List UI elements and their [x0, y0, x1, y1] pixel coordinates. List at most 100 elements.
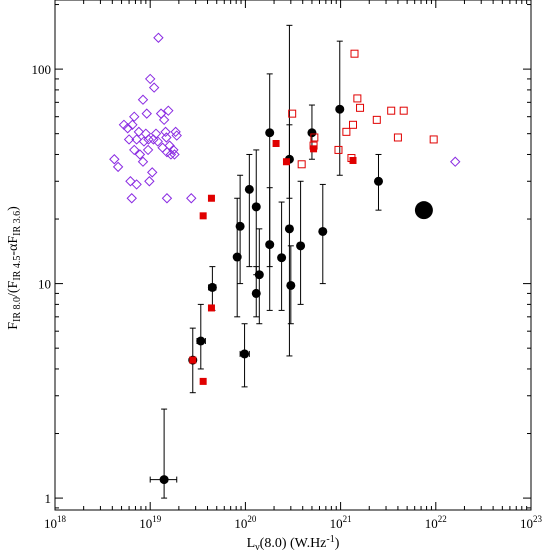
data-point-purple — [168, 144, 179, 156]
data-point-red-open — [288, 109, 297, 118]
data-point-red-open — [342, 127, 351, 136]
data-point-black — [235, 221, 245, 231]
x-tick-base: 10 — [139, 516, 152, 531]
x-tick-exponent: 20 — [247, 514, 257, 524]
data-point-red-open — [353, 94, 362, 103]
data-point-purple — [144, 176, 155, 187]
x-tick-base: 10 — [44, 516, 57, 531]
data-point-black — [159, 475, 169, 485]
data-point-red-open — [347, 154, 356, 163]
y-axis: 1 10 100 — [32, 4, 531, 509]
data-point-purple — [125, 176, 136, 187]
data-point-black — [284, 224, 294, 234]
data-point-black — [251, 288, 261, 298]
data-point-black — [373, 176, 383, 186]
x-label-main: L — [247, 536, 256, 551]
data-point-purple — [152, 136, 163, 147]
data-point-black — [240, 349, 250, 359]
data-point-black — [265, 240, 275, 250]
x-axis: 1018 1019 1020 1021 1022 1023 — [44, 0, 543, 531]
y-tick-label: 10 — [38, 277, 51, 292]
x-tick-label: 1021 — [330, 514, 352, 531]
data-point-black — [254, 270, 264, 280]
data-point-red-filled — [282, 158, 290, 166]
data-point-red-filled — [199, 212, 207, 220]
data-point-purple — [163, 105, 174, 116]
data-point-purple — [127, 119, 138, 131]
data-point-red-filled — [207, 194, 215, 202]
data-point-purple — [171, 130, 182, 141]
data-point-red-open — [387, 106, 396, 115]
data-point-purple — [141, 108, 152, 119]
data-point-black — [232, 252, 242, 262]
data-point-black — [196, 336, 206, 346]
x-tick-label: 1023 — [520, 514, 543, 531]
x-tick-label: 1018 — [44, 514, 67, 531]
data-point-red-open — [334, 145, 343, 154]
y-label-s2: IR 4.5 — [12, 256, 23, 281]
x-tick-exponent: 21 — [343, 514, 352, 524]
data-point-red-filled — [199, 377, 207, 385]
data-point-black — [251, 202, 261, 212]
data-point-purple — [144, 73, 156, 85]
data-point-purple — [158, 114, 170, 126]
data-point-purple — [160, 126, 171, 138]
y-label-p4: ) — [6, 206, 21, 211]
x-label-rest: (8.0) (W.Hz — [260, 536, 327, 551]
data-point-red-open — [372, 115, 381, 124]
x-axis-label: Lν(8.0) (W.Hz-1) — [247, 534, 340, 553]
data-point-red-filled — [349, 156, 357, 164]
data-point-purple — [133, 126, 145, 138]
data-point-purple — [131, 179, 142, 190]
data-point-black — [335, 104, 345, 114]
x-tick-label: 1022 — [425, 514, 447, 531]
x-tick-base: 10 — [330, 516, 343, 531]
x-tick-base: 10 — [234, 516, 247, 531]
data-point-black — [277, 253, 287, 263]
x-tick-base: 10 — [520, 516, 533, 531]
data-point-red-open — [350, 49, 359, 58]
data-point-red-open — [429, 135, 438, 144]
data-point-purple — [131, 134, 142, 145]
data-point-black — [207, 282, 217, 292]
data-point-black — [307, 128, 317, 138]
data-point-purple — [109, 154, 120, 165]
data-point-purple — [147, 167, 158, 178]
x-label-sub: ν — [255, 542, 260, 553]
data-point-red-filled — [207, 304, 215, 312]
x-tick-exponent: 22 — [438, 514, 447, 524]
y-label-p3: -αF — [6, 236, 21, 256]
data-point-purple — [112, 161, 124, 173]
data-point-purple — [165, 149, 177, 160]
data-point-red-open — [356, 103, 365, 112]
x-tick-label: 1020 — [234, 514, 257, 531]
data-point-purple — [150, 128, 162, 139]
data-point-purple — [122, 123, 133, 134]
plot-frame — [54, 0, 532, 511]
data-point-black — [296, 241, 306, 251]
data-point-red-open — [309, 141, 318, 150]
data-point-purple — [161, 193, 173, 204]
y-tick-label: 1 — [45, 491, 52, 506]
data-point-red-open — [393, 133, 402, 142]
data-point-purple — [143, 134, 154, 145]
data-point-purple — [123, 134, 135, 145]
data-point-purple — [153, 32, 164, 43]
y-label-p1: F — [6, 322, 21, 330]
data-point-purple — [450, 156, 461, 167]
data-point-purple — [137, 156, 149, 167]
data-point-purple — [161, 132, 172, 143]
data-point-purple — [142, 144, 154, 156]
y-label-s3: IR 3.6 — [12, 211, 23, 236]
x-tick-exponent: 19 — [152, 514, 162, 524]
data-point-purple — [129, 144, 140, 156]
y-label-p2: /(F — [6, 280, 21, 297]
x-tick-base: 10 — [425, 516, 438, 531]
data-point-purple — [170, 126, 181, 138]
data-point-black — [286, 280, 296, 290]
data-point-red-open — [349, 120, 358, 129]
data-point-red-filled — [272, 139, 280, 147]
data-point-black — [265, 128, 275, 138]
data-point-black — [244, 184, 254, 194]
